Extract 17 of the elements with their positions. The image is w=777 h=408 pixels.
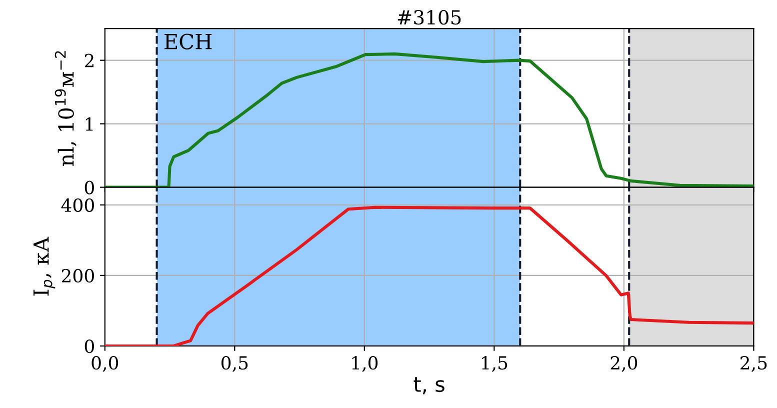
y-tick-label: 200 (62, 268, 94, 283)
y-tick-label: 0 (84, 339, 94, 354)
x-tick-label: 2,5 (740, 356, 767, 372)
x-tick-label: 1,0 (352, 356, 378, 372)
y-axis-title: nl, 10$^{19}$м$^{−2}$ (54, 51, 76, 166)
y-tick-label: 400 (61, 198, 94, 212)
band-label: ECH (164, 34, 212, 50)
x-tick-label: 1,5 (482, 356, 508, 372)
y-tick-label: 0 (84, 180, 94, 194)
y-tick-label: 2 (84, 54, 94, 68)
y-tick-label: 1 (86, 117, 93, 131)
x-tick-label: 2,0 (610, 356, 638, 372)
x-tick-label: 0,0 (92, 356, 118, 372)
x-axis-title: t, s (414, 377, 444, 394)
y-axis-title: I$_{p}$, кА (33, 236, 56, 296)
chart-title: #3105 (398, 10, 461, 25)
x-tick-label: 0,5 (221, 356, 248, 372)
